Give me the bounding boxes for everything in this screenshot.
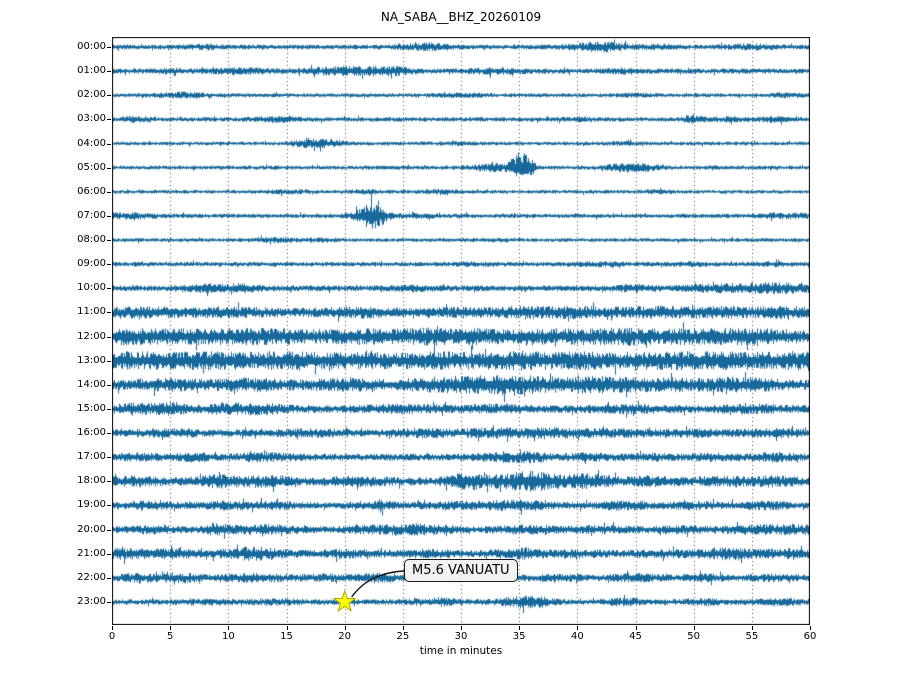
y-tick-label: 03:00 <box>77 113 106 125</box>
y-tick-label: 12:00 <box>77 330 106 342</box>
x-tick-mark <box>287 626 288 630</box>
x-tick-mark <box>636 626 637 630</box>
y-tick-mark <box>107 216 111 217</box>
y-tick-mark <box>107 578 111 579</box>
x-tick-mark <box>403 626 404 630</box>
y-tick-label: 11:00 <box>77 306 106 318</box>
y-tick-label: 19:00 <box>77 499 106 511</box>
y-tick-label: 17:00 <box>77 451 106 463</box>
x-tick-label: 55 <box>745 631 759 642</box>
y-tick-label: 20:00 <box>77 523 106 535</box>
x-axis-title: time in minutes <box>419 645 503 657</box>
y-tick-label: 02:00 <box>77 89 106 101</box>
plot-area <box>112 37 810 625</box>
x-tick-label: 0 <box>108 631 116 642</box>
y-tick-label: 05:00 <box>77 161 106 173</box>
y-tick-mark <box>107 457 111 458</box>
y-tick-mark <box>107 47 111 48</box>
y-tick-mark <box>107 554 111 555</box>
y-tick-label: 09:00 <box>77 258 106 270</box>
x-tick-label: 25 <box>396 631 410 642</box>
y-tick-mark <box>107 71 111 72</box>
y-tick-label: 08:00 <box>77 234 106 246</box>
y-tick-label: 18:00 <box>77 475 106 487</box>
x-tick-label: 45 <box>629 631 642 642</box>
y-tick-label: 22:00 <box>77 571 106 583</box>
y-tick-mark <box>107 530 111 531</box>
x-tick-label: 35 <box>512 631 526 642</box>
x-tick-mark <box>519 626 520 630</box>
y-tick-mark <box>107 481 111 482</box>
x-tick-mark <box>170 626 171 630</box>
y-tick-mark <box>107 385 111 386</box>
y-tick-mark <box>107 288 111 289</box>
y-tick-mark <box>107 433 111 434</box>
y-tick-label: 16:00 <box>77 427 106 439</box>
y-tick-mark <box>107 168 111 169</box>
x-tick-label: 15 <box>280 631 293 642</box>
x-tick-label: 50 <box>687 631 701 642</box>
x-tick-label: 10 <box>221 631 235 642</box>
y-tick-mark <box>107 312 111 313</box>
y-tick-mark <box>107 361 111 362</box>
y-tick-mark <box>107 144 111 145</box>
y-tick-mark <box>107 264 111 265</box>
plot-title: NA_SABA__BHZ_20260109 <box>380 10 542 24</box>
x-tick-mark <box>810 626 811 630</box>
seismogram-traces-canvas <box>112 37 810 625</box>
x-tick-label: 40 <box>570 631 584 642</box>
y-tick-mark <box>107 505 111 506</box>
x-tick-mark <box>228 626 229 630</box>
y-tick-mark <box>107 192 111 193</box>
y-tick-label: 01:00 <box>77 65 106 77</box>
y-tick-label: 13:00 <box>77 354 106 366</box>
y-tick-label: 07:00 <box>77 209 106 221</box>
x-tick-mark <box>461 626 462 630</box>
y-tick-label: 21:00 <box>77 547 106 559</box>
x-tick-mark <box>112 626 113 630</box>
y-tick-mark <box>107 240 111 241</box>
x-tick-mark <box>752 626 753 630</box>
y-tick-mark <box>107 602 111 603</box>
y-tick-mark <box>107 95 111 96</box>
y-tick-label: 04:00 <box>77 137 106 149</box>
x-tick-label: 30 <box>454 631 468 642</box>
y-tick-mark <box>107 119 111 120</box>
y-tick-label: 14:00 <box>77 378 106 390</box>
x-tick-label: 60 <box>803 631 817 642</box>
y-tick-label: 15:00 <box>77 402 106 414</box>
x-tick-mark <box>345 626 346 630</box>
y-tick-label: 10:00 <box>77 282 106 294</box>
y-tick-label: 00:00 <box>77 41 106 52</box>
y-tick-mark <box>107 337 111 338</box>
y-tick-mark <box>107 409 111 410</box>
y-tick-label: 06:00 <box>77 185 106 197</box>
x-tick-mark <box>694 626 695 630</box>
x-tick-label: 20 <box>338 631 352 642</box>
event-annotation: M5.6 VANUATU <box>404 559 518 582</box>
x-tick-mark <box>577 626 578 630</box>
x-tick-label: 5 <box>166 631 174 642</box>
y-tick-label: 23:00 <box>77 596 106 607</box>
